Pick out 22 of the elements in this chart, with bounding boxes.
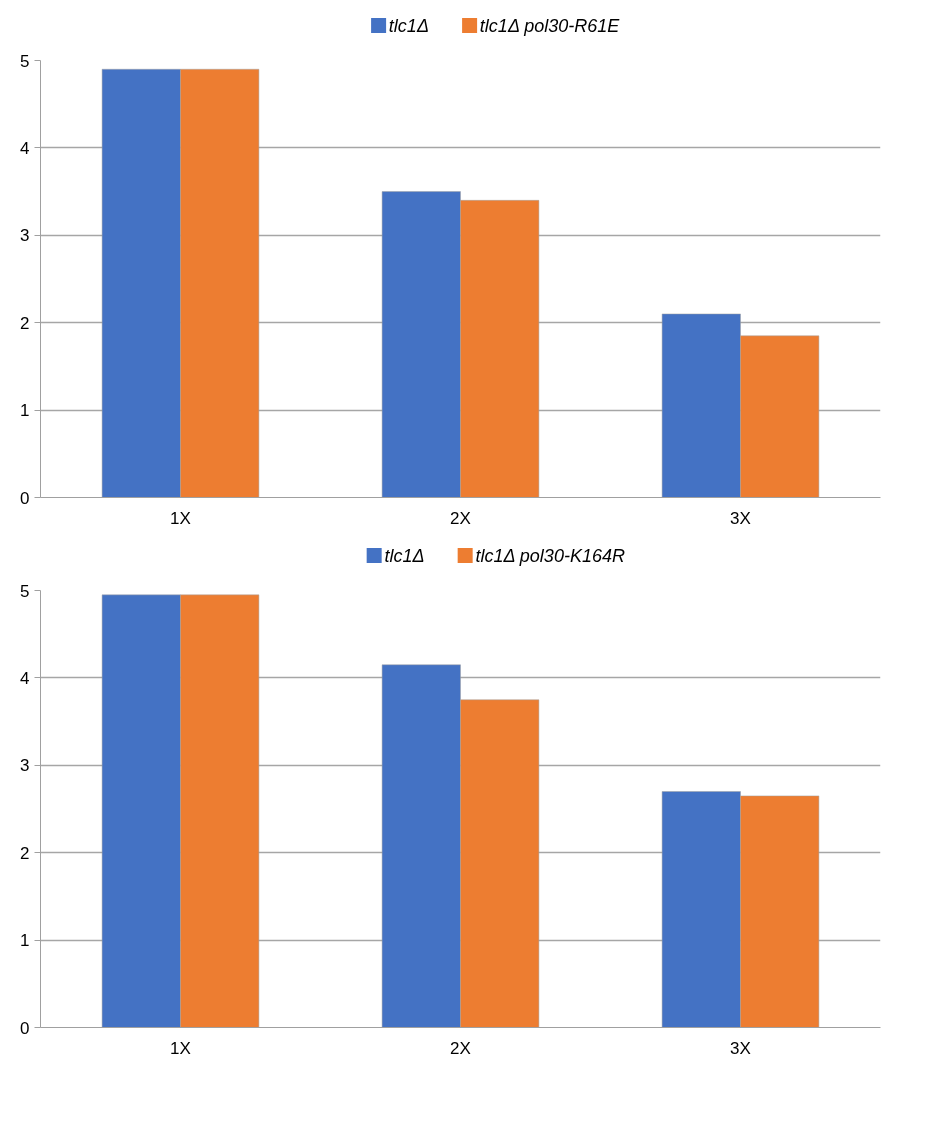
x-tick-label: 3X	[730, 508, 751, 528]
x-tick-label: 2X	[450, 508, 471, 528]
y-tick-label: 0	[20, 1018, 30, 1038]
y-tick-label: 2	[20, 843, 30, 863]
y-tick-label: 3	[20, 756, 30, 776]
y-tick-label: 2	[20, 313, 30, 333]
y-tick-label: 1	[20, 401, 30, 421]
legend-label: tlc1Δ	[388, 15, 429, 36]
x-tick-label: 3X	[730, 1038, 751, 1058]
x-tick-label: 1X	[170, 508, 191, 528]
y-tick-label: 0	[20, 488, 30, 508]
x-tick-label: 1X	[170, 1038, 191, 1058]
y-tick-label: 5	[20, 51, 30, 71]
x-tick-label: 2X	[450, 1038, 471, 1058]
legend-label: tlc1Δ pol30-R61E	[479, 15, 621, 36]
y-tick-label: 4	[20, 668, 30, 688]
y-tick-label: 1	[20, 931, 30, 951]
legend-label: tlc1Δ	[384, 545, 425, 566]
y-tick-label: 4	[20, 138, 30, 158]
y-tick-label: 5	[20, 581, 30, 601]
y-tick-label: 3	[20, 226, 30, 246]
legend-label: tlc1Δ pol30-K164R	[475, 545, 625, 566]
